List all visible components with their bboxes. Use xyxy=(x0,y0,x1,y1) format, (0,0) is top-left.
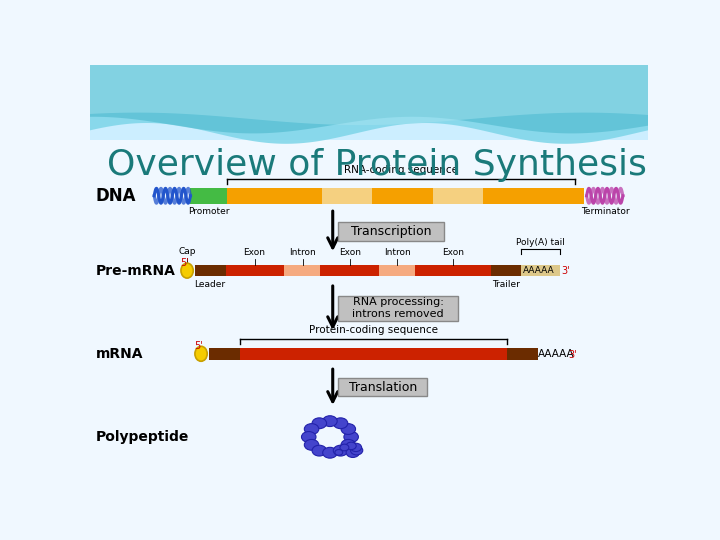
Text: Exon: Exon xyxy=(243,248,266,258)
Polygon shape xyxy=(90,65,648,133)
Bar xyxy=(415,265,490,276)
Text: Intron: Intron xyxy=(289,248,316,258)
FancyBboxPatch shape xyxy=(338,295,458,321)
Circle shape xyxy=(341,424,356,435)
Polygon shape xyxy=(90,65,648,144)
Circle shape xyxy=(312,418,327,429)
Polygon shape xyxy=(90,65,648,125)
Bar xyxy=(379,265,415,276)
Bar xyxy=(240,348,508,360)
Text: Pre-mRNA: Pre-mRNA xyxy=(96,264,176,278)
Circle shape xyxy=(305,440,319,450)
Text: AAAAA: AAAAA xyxy=(523,266,554,275)
Bar xyxy=(195,265,225,276)
Bar xyxy=(193,188,584,204)
Text: RNA processing:
introns removed: RNA processing: introns removed xyxy=(352,297,444,319)
Text: 3': 3' xyxy=(569,350,577,360)
Text: Transcription: Transcription xyxy=(351,225,431,238)
FancyBboxPatch shape xyxy=(90,65,648,140)
Text: RNA-coding sequence: RNA-coding sequence xyxy=(344,165,458,176)
Bar xyxy=(190,188,227,204)
Text: Cap: Cap xyxy=(179,247,196,255)
Bar xyxy=(209,348,240,360)
Circle shape xyxy=(340,444,349,451)
Text: 5': 5' xyxy=(194,341,202,352)
Text: Intron: Intron xyxy=(384,248,411,258)
Circle shape xyxy=(344,431,359,442)
Bar xyxy=(433,188,483,204)
Bar xyxy=(322,188,372,204)
Circle shape xyxy=(312,445,327,456)
FancyBboxPatch shape xyxy=(338,221,444,241)
Text: Promoter: Promoter xyxy=(188,207,230,216)
Circle shape xyxy=(335,449,343,455)
Text: DNA: DNA xyxy=(96,187,136,205)
Text: mRNA: mRNA xyxy=(96,347,143,361)
Text: Leader: Leader xyxy=(194,280,225,289)
Circle shape xyxy=(333,418,348,429)
Bar xyxy=(320,265,379,276)
Text: Exon: Exon xyxy=(442,248,464,258)
Bar xyxy=(225,265,284,276)
Circle shape xyxy=(346,448,359,457)
Circle shape xyxy=(323,447,337,458)
Circle shape xyxy=(351,443,361,451)
Ellipse shape xyxy=(195,346,207,361)
Circle shape xyxy=(351,446,363,455)
Circle shape xyxy=(323,416,337,427)
Text: Terminator: Terminator xyxy=(581,207,629,216)
Circle shape xyxy=(346,442,356,450)
FancyBboxPatch shape xyxy=(338,378,427,396)
Bar xyxy=(284,265,320,276)
Circle shape xyxy=(341,440,356,450)
Text: Poly(A) tail: Poly(A) tail xyxy=(516,238,565,246)
Text: AAAAA: AAAAA xyxy=(538,349,575,359)
Text: Polypeptide: Polypeptide xyxy=(96,430,189,444)
Bar xyxy=(490,265,521,276)
Bar xyxy=(508,348,538,360)
Text: Overview of Protein Synthesis: Overview of Protein Synthesis xyxy=(107,148,647,182)
Text: Translation: Translation xyxy=(348,381,417,394)
Text: Exon: Exon xyxy=(339,248,361,258)
Text: Protein-coding sequence: Protein-coding sequence xyxy=(309,326,438,335)
Text: 5': 5' xyxy=(180,258,189,268)
Ellipse shape xyxy=(181,263,193,278)
Text: 3': 3' xyxy=(562,266,570,276)
Circle shape xyxy=(305,424,319,435)
Circle shape xyxy=(302,431,316,442)
Circle shape xyxy=(333,445,348,456)
Text: Trailer: Trailer xyxy=(492,280,520,289)
Bar xyxy=(521,265,560,276)
